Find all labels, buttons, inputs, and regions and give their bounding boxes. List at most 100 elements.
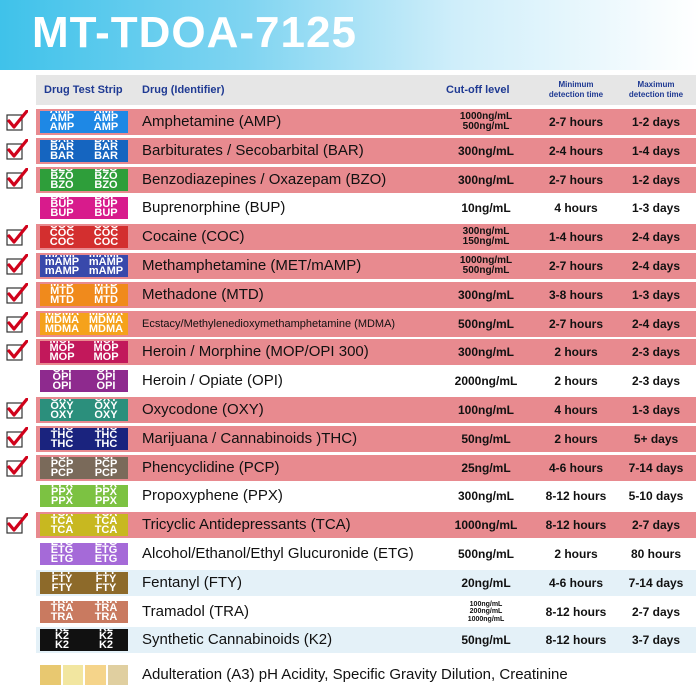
drug-name: Methadone (MTD) <box>142 286 264 303</box>
table-row: COCCOCCOCCOCCOCCOCCocaine (COC)300ng/mL1… <box>36 224 696 250</box>
drug-name: Oxycodone (OXY) <box>142 401 264 418</box>
page-title: MT-TDOA-7125 <box>32 8 357 57</box>
strip-label-line: TRA TRA <box>40 602 128 614</box>
strip-code: BZO <box>94 169 117 174</box>
strip-code: COC <box>93 227 119 239</box>
min-detection-time: 8-12 hours <box>545 489 607 503</box>
header-min-1: Minimum <box>558 80 594 89</box>
checkmark-icon <box>6 139 28 160</box>
strip-label-line: BUP BUP <box>40 197 128 202</box>
strip-label-line: BUP BUP <box>40 208 128 219</box>
strip-code: K2 <box>55 629 69 634</box>
strip-label-line: mAMP mAMP <box>40 266 128 277</box>
cutoff-level: 50ng/mL <box>461 633 511 647</box>
strip-label-line: OPI OPI <box>40 381 128 392</box>
strip-code: TCA <box>50 524 74 536</box>
strip-code: ETG <box>95 543 118 548</box>
strip-code: AMP <box>49 112 75 124</box>
drug-name: Fentanyl (FTY) <box>142 574 243 591</box>
checkmark-icon <box>6 168 28 189</box>
min-detection-time: 3-8 hours <box>548 288 603 302</box>
strip-label-line: TRA TRA <box>40 601 128 606</box>
strip-label-line: FTY FTY <box>40 572 128 577</box>
strip-code: MTD <box>94 285 118 297</box>
strip-code: COC <box>93 236 119 248</box>
cutoff-level: 300ng/mL <box>457 489 514 503</box>
strip-label-line: MOP MOP <box>40 351 128 363</box>
max-detection-time: 2-4 days <box>631 317 681 331</box>
drug-name: Alcohol/Ethanol/Ethyl Glucuronide (ETG) <box>142 545 414 562</box>
table-row: mAMPmAMPmAMPmAMPmAMPmAMPMethamphetamine … <box>36 253 696 279</box>
drug-name: Ecstacy/Methylenedioxymethamphetamine (M… <box>142 318 396 330</box>
strip-code: BUP <box>50 198 74 210</box>
table-header: Drug Test Strip Drug (Identifier) Cut-of… <box>36 75 696 105</box>
strip-label-line: MDMA MDMA <box>40 313 128 318</box>
strip-label-line: OXY OXY <box>40 400 128 412</box>
strip-label-line: FTY FTY <box>40 573 128 585</box>
strip-label-line: TRA TRA <box>40 611 128 623</box>
adulteration-row: Adulteration (A3) pH Acidity, Specific G… <box>36 662 696 688</box>
strip-label-line: OPI OPI <box>40 370 128 375</box>
strip-code: OXY <box>50 399 73 404</box>
max-detection-time: 3-7 days <box>631 633 681 647</box>
table-row: MOPMOPMOPMOPMOPMOPHeroin / Morphine (MOP… <box>36 339 696 365</box>
strip-code: MDMA <box>45 313 79 318</box>
strip-code: AMP <box>94 111 118 116</box>
strip-code: MDMA <box>44 314 80 326</box>
strip-code: OXY <box>94 400 118 412</box>
table-row: BARBARBARBARBARBARBarbiturates / Secobar… <box>36 138 696 164</box>
test-strip: MTDMTDMTDMTDMTDMTD <box>40 284 128 306</box>
drug-name: Amphetamine (AMP) <box>142 113 282 130</box>
strip-code: MOP <box>49 351 75 363</box>
strip-code: ETG <box>50 553 74 565</box>
strip-code: OPI <box>52 371 72 383</box>
cutoff-level: 300ng/mL <box>457 144 514 158</box>
drug-name: Methamphetamine (MET/mAMP) <box>142 257 362 274</box>
strip-label-line: MTD MTD <box>40 285 128 297</box>
test-strip: BUPBUPBUPBUPBUPBUP <box>40 197 128 219</box>
min-detection-time: 2 hours <box>554 345 598 359</box>
cutoff-level: 100ng/mL <box>457 403 514 417</box>
table-row: OXYOXYOXYOXYOXYOXYOxycodone (OXY)100ng/m… <box>36 397 696 423</box>
checkmark-icon <box>6 312 28 333</box>
strip-code: TRA <box>94 611 118 623</box>
strip-code: FTY <box>96 572 117 577</box>
strip-code: THC <box>50 438 74 450</box>
strip-code: BZO <box>50 169 73 174</box>
strip-code: TRA <box>94 602 118 614</box>
strip-code: TRA <box>50 611 74 623</box>
header-max-2: detection time <box>628 90 684 99</box>
min-detection-time: 2 hours <box>554 432 598 446</box>
strip-code: FTY <box>51 573 73 585</box>
table-row: THCTHCTHCTHCTHCTHCMarijuana / Cannabinoi… <box>36 426 696 452</box>
drug-name: Tramadol (TRA) <box>142 603 249 620</box>
checkmark-icon <box>6 398 28 419</box>
strip-code: FTY <box>95 573 117 585</box>
max-detection-time: 1-4 days <box>631 144 681 158</box>
strip-label-line: ETG ETG <box>40 553 128 565</box>
strip-code: MOP <box>93 351 119 363</box>
strip-code: BUP <box>50 197 73 202</box>
strip-code: mAMP <box>44 256 80 268</box>
strip-label-line: AMP AMP <box>40 111 128 116</box>
strip-label-line: TCA TCA <box>40 514 128 519</box>
strip-code: COC <box>49 236 75 248</box>
header-strip: Drug Test Strip <box>44 84 123 96</box>
strip-label-line: THC THC <box>40 428 128 433</box>
cutoff-level: 500ng/mL <box>457 547 514 561</box>
test-strip: K2K2K2K2K2K2 <box>40 629 128 651</box>
strip-label-line: BAR BAR <box>40 151 128 162</box>
strip-code: OPI <box>53 370 72 375</box>
cutoff-level: 1000ng/mL <box>454 518 518 532</box>
checkmark-icon <box>6 340 28 361</box>
cutoff-level: 25ng/mL <box>461 461 511 475</box>
strip-code: FTY <box>95 582 117 594</box>
checkmark-icon <box>6 456 28 477</box>
strip-label-line: ETG ETG <box>40 543 128 548</box>
drug-name: Propoxyphene (PPX) <box>142 487 283 504</box>
strip-code: THC <box>50 429 74 441</box>
strip-label-line: K2 K2 <box>40 640 128 651</box>
strip-code: MOP <box>93 342 119 354</box>
table-row: ETGETGETGETGETGETGAlcohol/Ethanol/Ethyl … <box>36 541 696 567</box>
title-banner: MT-TDOA-7125 <box>0 0 700 70</box>
